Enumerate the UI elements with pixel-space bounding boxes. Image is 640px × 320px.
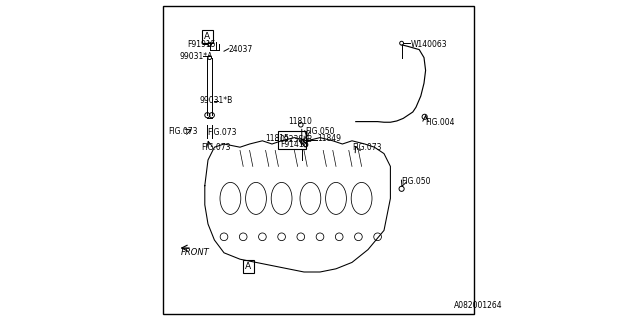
Text: A: A	[245, 262, 251, 271]
Text: F91418: F91418	[280, 140, 308, 148]
Text: FIG.050: FIG.050	[306, 127, 335, 136]
Text: FIG.073: FIG.073	[207, 128, 237, 137]
Text: FIG.073: FIG.073	[202, 143, 231, 152]
Text: A082001264: A082001264	[454, 301, 503, 310]
Text: FIG.050: FIG.050	[402, 177, 431, 186]
Text: F91915: F91915	[187, 40, 216, 49]
Text: FIG.004: FIG.004	[426, 118, 455, 127]
Text: 11815: 11815	[266, 134, 289, 143]
Text: FIG.073: FIG.073	[168, 127, 198, 136]
Text: 24037: 24037	[229, 45, 253, 54]
Text: 11849: 11849	[317, 134, 341, 143]
Bar	[202, 30, 212, 43]
Bar	[278, 131, 306, 149]
Text: FIG.073: FIG.073	[352, 143, 381, 152]
Text: FRONT: FRONT	[181, 248, 209, 257]
Text: 0923S*B: 0923S*B	[280, 135, 313, 144]
Text: 99031*B: 99031*B	[200, 96, 233, 105]
Text: W140063: W140063	[411, 40, 447, 49]
Text: 99031*A: 99031*A	[179, 52, 212, 60]
Text: A: A	[204, 32, 210, 41]
Text: 11810: 11810	[288, 117, 312, 126]
Bar	[243, 260, 254, 273]
